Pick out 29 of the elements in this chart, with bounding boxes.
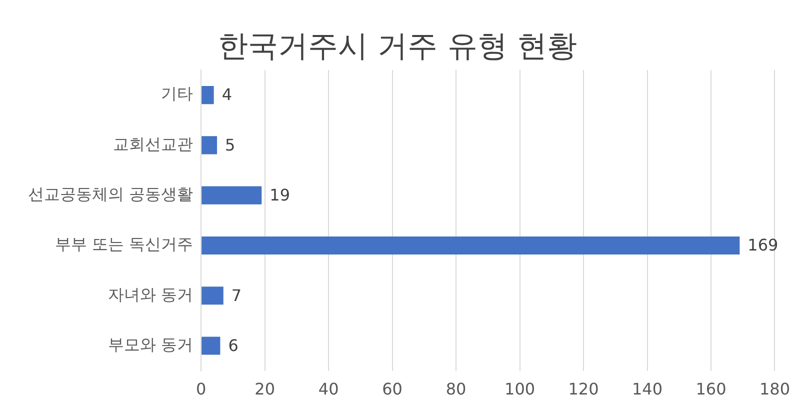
bar: [202, 286, 224, 305]
x-tick-label: 140: [632, 380, 663, 399]
y-tick-label: 자녀와 동거: [108, 284, 194, 304]
bar: [202, 136, 218, 154]
chart-title: 한국거주시 거주 유형 현황: [218, 28, 577, 64]
data-label: 169: [748, 236, 778, 255]
x-tick-label: 0: [196, 380, 206, 399]
x-tick-label: 100: [504, 380, 536, 399]
data-label: 7: [231, 286, 242, 305]
bar: [202, 336, 220, 355]
x-tick-label: 160: [696, 380, 726, 399]
data-label: 5: [225, 135, 236, 154]
data-label: 6: [228, 336, 238, 355]
x-tick-label: 120: [568, 380, 599, 399]
x-tick-label: 180: [759, 380, 790, 399]
x-tick-label: 60: [382, 380, 402, 399]
bar: [202, 86, 214, 104]
bar: [202, 236, 740, 254]
x-tick-label: 20: [254, 380, 276, 399]
data-label: 4: [222, 85, 232, 104]
y-tick-label: 선교공동체의 공동생활: [28, 184, 194, 204]
y-tick-label: 교회선교관: [113, 134, 194, 154]
bar: [202, 186, 262, 204]
y-tick-label: 부모와 동거: [108, 334, 194, 354]
x-tick-label: 40: [318, 380, 339, 399]
y-tick-label: 부부 또는 독신거주: [54, 234, 194, 254]
data-label: 19: [270, 185, 290, 204]
x-tick-label: 80: [446, 380, 466, 399]
y-tick-label: 기타: [161, 84, 194, 104]
